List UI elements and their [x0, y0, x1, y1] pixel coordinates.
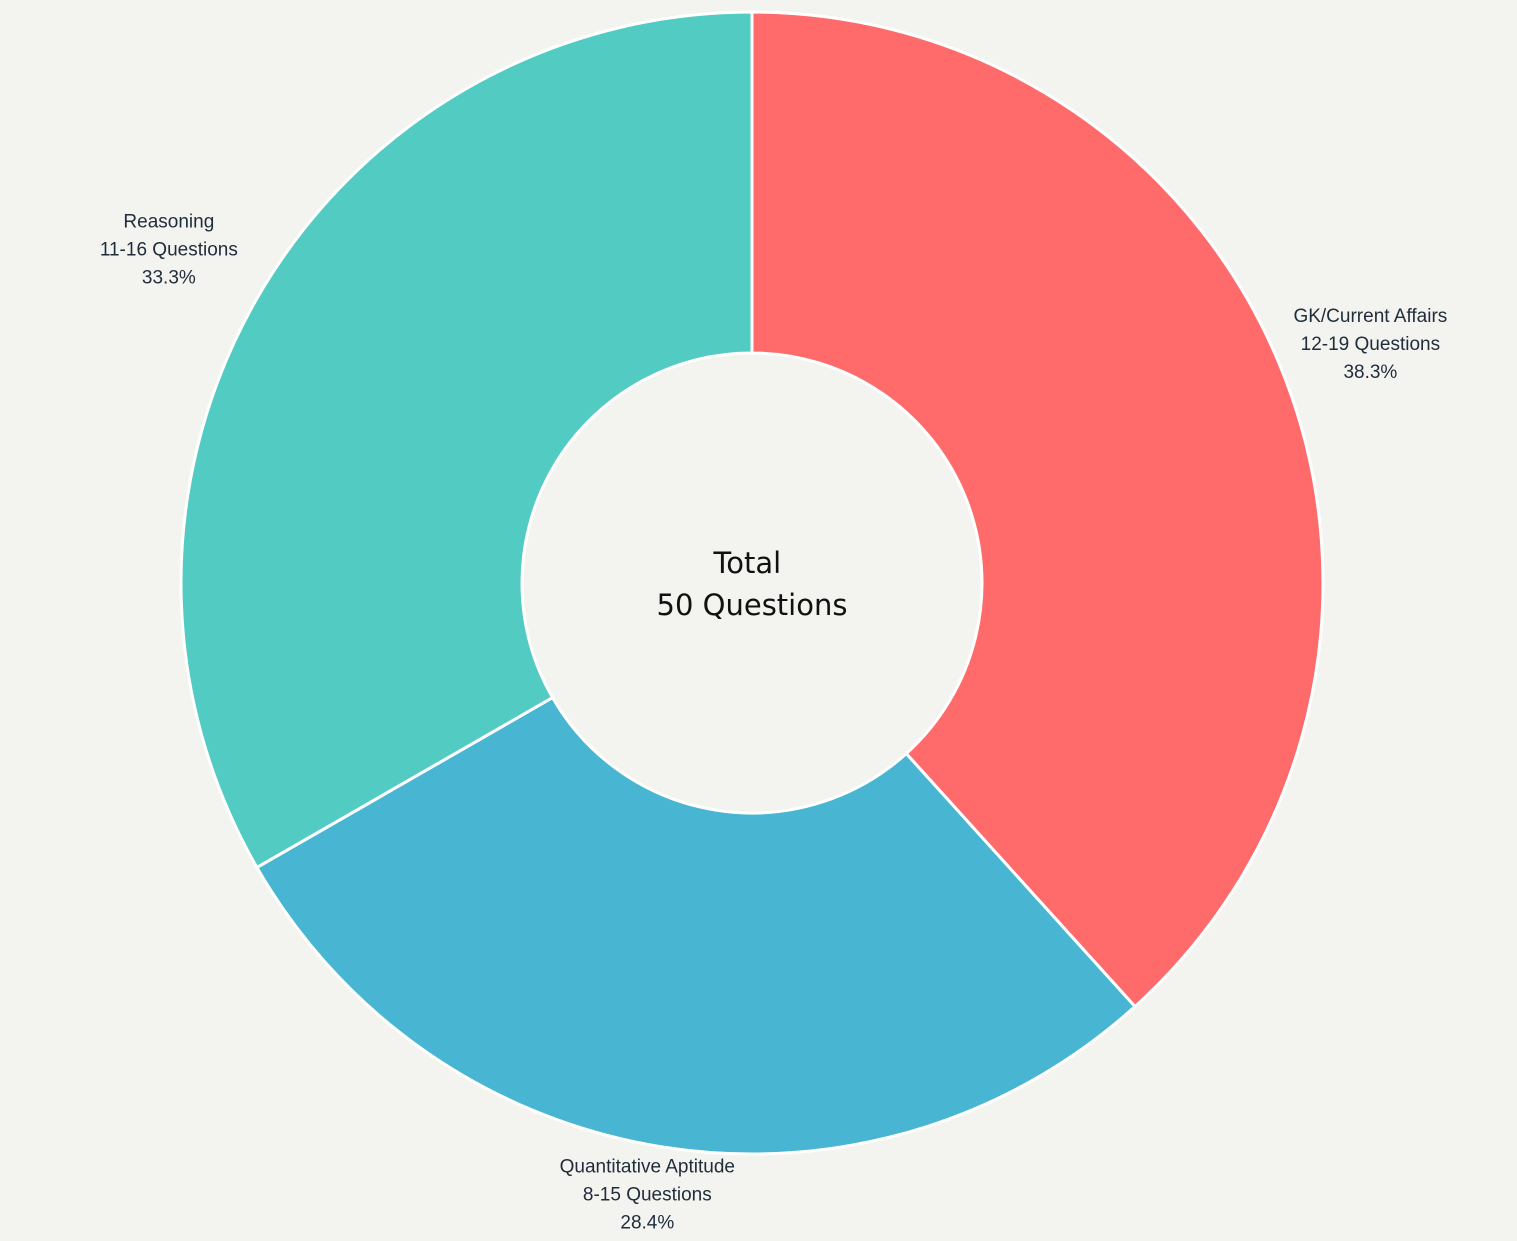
slice-quantitative-aptitude [254, 695, 1138, 1156]
slice-label: Quantitative Aptitude 8-15 Questions 28.4% [560, 1156, 735, 1233]
slice-label-range: 11-16 Questions [100, 239, 238, 260]
slice-label-name: Quantitative Aptitude [560, 1156, 735, 1177]
slice-label-percent: 38.3% [1343, 362, 1397, 383]
labels-group: GK/Current Affairs 12-19 Questions 38.3% Qu… [100, 211, 1447, 1233]
slice-gk-current-affairs [750, 10, 1325, 1009]
center-label: Total 50 Questions [657, 546, 848, 622]
slice-label-range: 8-15 Questions [583, 1184, 712, 1205]
slice-label: GK/Current Affairs 12-19 Questions 38.3% [1293, 306, 1447, 383]
center-label-title: Total [713, 546, 782, 580]
slice-label-percent: 28.4% [620, 1212, 674, 1233]
slice-label-name: GK/Current Affairs [1293, 306, 1447, 327]
center-label-total: 50 Questions [657, 588, 848, 622]
slice-reasoning [179, 10, 754, 870]
slice-label-percent: 33.3% [142, 267, 196, 288]
slices-group [179, 10, 1325, 1156]
slice-label-name: Reasoning [123, 211, 214, 232]
slice-label: Reasoning 11-16 Questions 33.3% [100, 211, 238, 288]
slice-label-range: 12-19 Questions [1301, 334, 1440, 355]
